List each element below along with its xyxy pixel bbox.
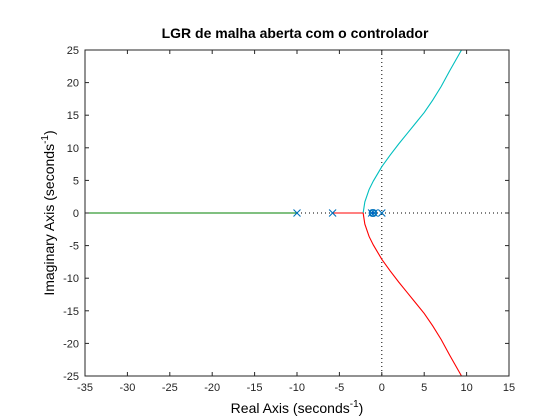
zero-marker-2 (369, 209, 378, 217)
y-tick-label: -15 (63, 306, 79, 318)
y-axis-label-close: ) (41, 130, 57, 135)
pole-marker-4 (370, 209, 379, 217)
x-axis-label-exponent: -1 (350, 399, 359, 410)
y-tick-label: 10 (67, 143, 79, 155)
x-tick-label: -10 (289, 382, 305, 394)
x-tick-label: -15 (247, 382, 263, 394)
y-tick-label: 15 (67, 110, 79, 122)
y-tick-label: -5 (69, 241, 79, 253)
pole-zero-markers (293, 209, 386, 217)
locus-branch-1 (362, 49, 462, 214)
x-tick-label: 0 (379, 382, 385, 394)
y-axis-ticks: -25 -20 -15 -10 -5 0 5 10 15 20 25 (63, 45, 509, 383)
locus-branch-2 (362, 212, 462, 377)
x-tick-label: 5 (421, 382, 427, 394)
y-tick-label: 20 (67, 78, 79, 90)
y-tick-label: 5 (73, 175, 79, 187)
x-tick-label: -30 (119, 382, 135, 394)
x-tick-label: 15 (503, 382, 515, 394)
x-axis-ticks: -35 -30 -25 -20 -15 -10 -5 0 5 10 15 (77, 50, 515, 394)
x-tick-label: 10 (460, 382, 472, 394)
chart-title: LGR de malha aberta com o controlador (162, 25, 429, 41)
x-tick-label: -25 (162, 382, 178, 394)
x-axis-label: Real Axis (seconds-1) (231, 399, 364, 416)
pole-marker-5 (377, 209, 386, 217)
locus-branches (85, 49, 462, 377)
x-axis-label-text: Real Axis (seconds (231, 400, 350, 416)
x-tick-label: -35 (77, 382, 93, 394)
y-tick-label: 0 (73, 208, 79, 220)
x-tick-label: -20 (204, 382, 220, 394)
x-axis-label-close: ) (359, 400, 364, 416)
pole-marker-3 (367, 209, 376, 217)
y-axis-label-text: Imaginary Axis (seconds (41, 144, 57, 296)
y-tick-label: -25 (63, 371, 79, 383)
y-tick-label: 25 (67, 45, 79, 57)
y-axis-label-exponent: -1 (40, 135, 51, 144)
y-axis-label: Imaginary Axis (seconds-1) (40, 130, 57, 295)
pole-marker-2 (328, 209, 337, 217)
y-tick-label: -20 (63, 338, 79, 350)
pole-marker-1 (293, 209, 301, 217)
x-tick-label: -5 (335, 382, 345, 394)
y-tick-label: -10 (63, 273, 79, 285)
